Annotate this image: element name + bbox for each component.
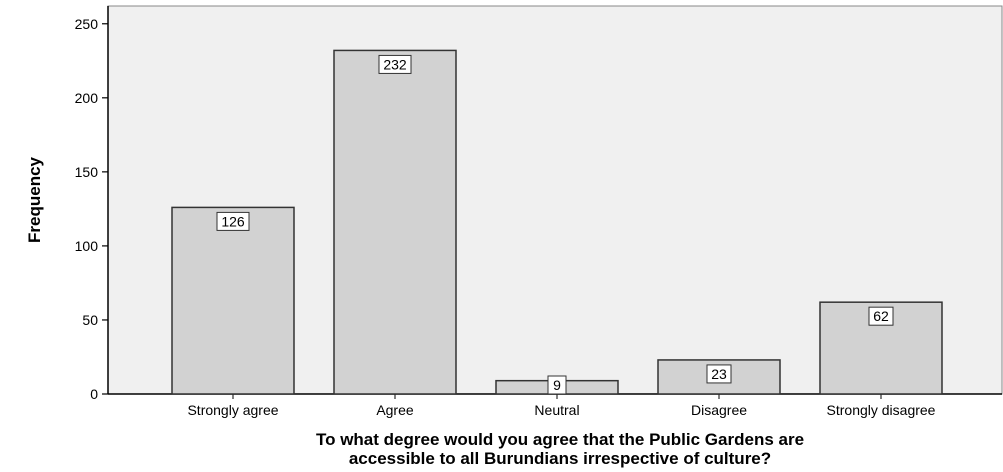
bar [333, 49, 457, 395]
x-tick-label: Strongly agree [187, 402, 278, 418]
data-label: 9 [553, 377, 561, 393]
y-tick-label: 100 [75, 238, 99, 254]
data-label-box [706, 364, 732, 384]
bar [171, 206, 295, 395]
data-label: 23 [711, 366, 727, 382]
y-tick-label: 200 [75, 90, 99, 106]
data-label: 126 [221, 213, 245, 229]
y-tick-label: 50 [82, 312, 98, 328]
x-axis-label-line-1: To what degree would you agree that the … [316, 430, 804, 449]
y-axis-label: Frequency [25, 156, 44, 243]
x-tick-label: Disagree [691, 402, 747, 418]
x-tick-label: Neutral [534, 402, 579, 418]
x-tick-label: Strongly disagree [827, 402, 936, 418]
y-tick-label: 150 [75, 164, 99, 180]
data-label-box [216, 211, 250, 231]
data-label-box [868, 306, 894, 326]
data-label: 62 [873, 308, 889, 324]
data-label-box [547, 375, 567, 395]
bars: 126 232 9 23 62 [171, 49, 943, 395]
x-axis-label-line-2: accessible to all Burundians irrespectiv… [349, 449, 771, 468]
data-label-box [378, 54, 412, 74]
data-label: 232 [383, 56, 407, 72]
y-tick-label: 0 [90, 386, 98, 402]
y-tick-label: 250 [75, 16, 99, 32]
x-tick-label: Agree [376, 402, 414, 418]
